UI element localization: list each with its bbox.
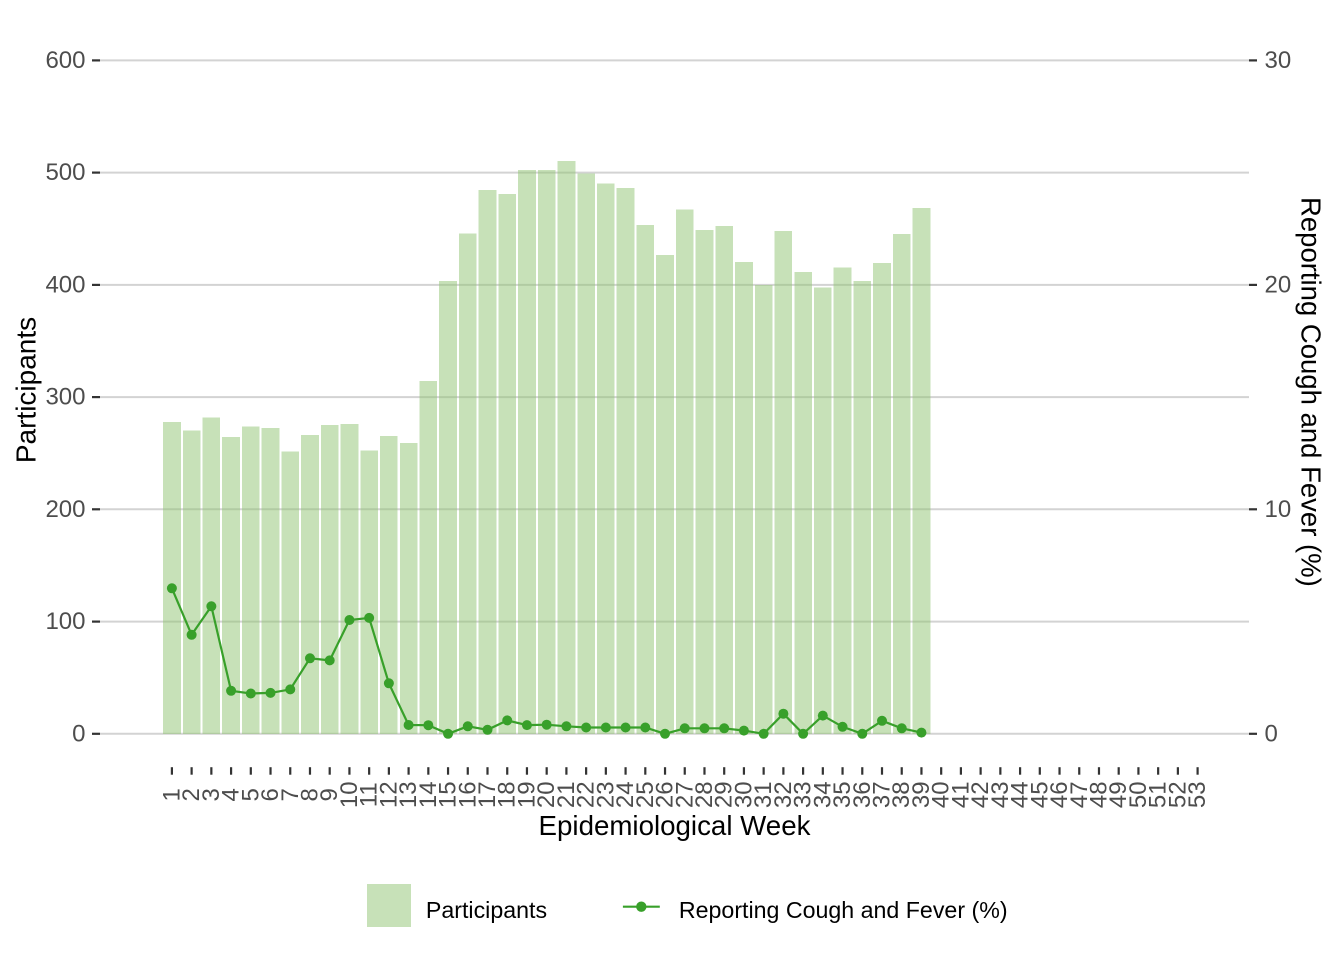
svg-text:300: 300 bbox=[45, 384, 85, 411]
svg-text:40: 40 bbox=[928, 781, 955, 808]
svg-text:25: 25 bbox=[632, 781, 659, 808]
svg-text:200: 200 bbox=[45, 496, 85, 523]
svg-text:42: 42 bbox=[967, 781, 994, 808]
svg-text:16: 16 bbox=[454, 781, 481, 808]
svg-text:2: 2 bbox=[178, 788, 205, 801]
svg-text:36: 36 bbox=[849, 781, 876, 808]
svg-text:Participants: Participants bbox=[426, 897, 547, 923]
svg-text:5: 5 bbox=[237, 788, 264, 801]
svg-text:600: 600 bbox=[45, 47, 85, 74]
svg-text:33: 33 bbox=[790, 781, 817, 808]
svg-text:0: 0 bbox=[1265, 720, 1278, 747]
svg-text:51: 51 bbox=[1145, 781, 1172, 808]
svg-text:8: 8 bbox=[296, 788, 323, 801]
svg-text:49: 49 bbox=[1105, 781, 1132, 808]
svg-text:37: 37 bbox=[869, 781, 896, 808]
svg-text:Reporting Cough and Fever (%): Reporting Cough and Fever (%) bbox=[1296, 197, 1327, 587]
svg-text:29: 29 bbox=[711, 781, 738, 808]
svg-text:38: 38 bbox=[888, 781, 915, 808]
svg-text:100: 100 bbox=[45, 608, 85, 635]
svg-text:Epidemiological Week: Epidemiological Week bbox=[539, 810, 811, 841]
svg-text:21: 21 bbox=[553, 781, 580, 808]
svg-text:Participants: Participants bbox=[10, 317, 41, 463]
svg-text:Reporting Cough and Fever (%): Reporting Cough and Fever (%) bbox=[679, 897, 1008, 923]
svg-text:15: 15 bbox=[435, 781, 462, 808]
svg-text:39: 39 bbox=[908, 781, 935, 808]
svg-text:30: 30 bbox=[1265, 47, 1292, 74]
svg-text:31: 31 bbox=[750, 781, 777, 808]
svg-text:48: 48 bbox=[1085, 781, 1112, 808]
svg-text:10: 10 bbox=[336, 781, 363, 808]
svg-text:11: 11 bbox=[356, 782, 383, 807]
svg-text:35: 35 bbox=[829, 781, 856, 808]
svg-text:52: 52 bbox=[1164, 781, 1191, 808]
svg-text:34: 34 bbox=[809, 781, 836, 808]
svg-text:6: 6 bbox=[257, 788, 284, 801]
svg-text:46: 46 bbox=[1046, 781, 1073, 808]
svg-text:13: 13 bbox=[395, 781, 422, 808]
svg-text:20: 20 bbox=[533, 781, 560, 808]
svg-text:22: 22 bbox=[573, 781, 600, 808]
svg-text:28: 28 bbox=[691, 781, 718, 808]
svg-text:12: 12 bbox=[375, 781, 402, 808]
svg-text:1: 1 bbox=[158, 788, 185, 801]
svg-text:53: 53 bbox=[1184, 781, 1211, 808]
svg-text:20: 20 bbox=[1265, 271, 1292, 298]
svg-text:26: 26 bbox=[652, 781, 679, 808]
svg-text:32: 32 bbox=[770, 781, 797, 808]
svg-text:41: 41 bbox=[947, 781, 974, 808]
svg-text:24: 24 bbox=[612, 781, 639, 808]
svg-text:14: 14 bbox=[415, 781, 442, 808]
svg-text:400: 400 bbox=[45, 271, 85, 298]
svg-text:43: 43 bbox=[987, 781, 1014, 808]
svg-text:30: 30 bbox=[730, 781, 757, 808]
svg-text:9: 9 bbox=[316, 788, 343, 801]
svg-text:45: 45 bbox=[1026, 781, 1053, 808]
svg-text:3: 3 bbox=[198, 788, 225, 801]
svg-text:17: 17 bbox=[474, 781, 501, 808]
svg-text:0: 0 bbox=[72, 720, 85, 747]
svg-text:19: 19 bbox=[513, 781, 540, 808]
svg-text:27: 27 bbox=[671, 781, 698, 808]
svg-text:10: 10 bbox=[1265, 496, 1292, 523]
svg-text:7: 7 bbox=[277, 788, 304, 801]
svg-text:44: 44 bbox=[1007, 781, 1034, 808]
svg-text:4: 4 bbox=[218, 788, 245, 801]
svg-text:23: 23 bbox=[592, 781, 619, 808]
svg-text:18: 18 bbox=[494, 781, 521, 808]
svg-text:500: 500 bbox=[45, 159, 85, 186]
svg-text:50: 50 bbox=[1125, 781, 1152, 808]
svg-text:47: 47 bbox=[1066, 781, 1093, 808]
